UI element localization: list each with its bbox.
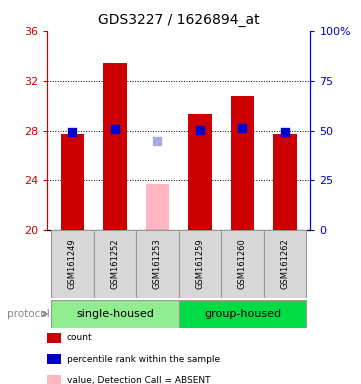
Text: count: count [67,333,92,343]
Text: percentile rank within the sample: percentile rank within the sample [67,354,220,364]
Bar [273,134,297,230]
Point [70,129,75,135]
Text: group-housed: group-housed [204,309,281,319]
Point [155,138,160,144]
Text: value, Detection Call = ABSENT: value, Detection Call = ABSENT [67,376,210,384]
Bar [264,230,306,298]
Bar [136,230,179,298]
Bar [146,184,169,230]
Text: single-housed: single-housed [76,309,154,319]
Text: GSM161249: GSM161249 [68,239,77,289]
Bar [179,230,221,298]
Text: GSM161262: GSM161262 [280,238,290,290]
Bar [221,230,264,298]
Title: GDS3227 / 1626894_at: GDS3227 / 1626894_at [98,13,260,27]
Bar [231,96,254,230]
Bar [51,230,94,298]
Point [282,129,288,136]
Point [112,126,118,132]
Text: GSM161252: GSM161252 [110,239,119,289]
Point [240,125,245,131]
Text: GSM161259: GSM161259 [195,239,204,289]
Text: GSM161253: GSM161253 [153,238,162,290]
Bar [179,300,306,328]
Text: protocol: protocol [7,309,50,319]
Bar [103,63,127,230]
Bar [51,300,179,328]
Text: GSM161260: GSM161260 [238,238,247,290]
Bar [94,230,136,298]
Point [197,127,203,133]
Bar [61,134,84,230]
Bar [188,114,212,230]
